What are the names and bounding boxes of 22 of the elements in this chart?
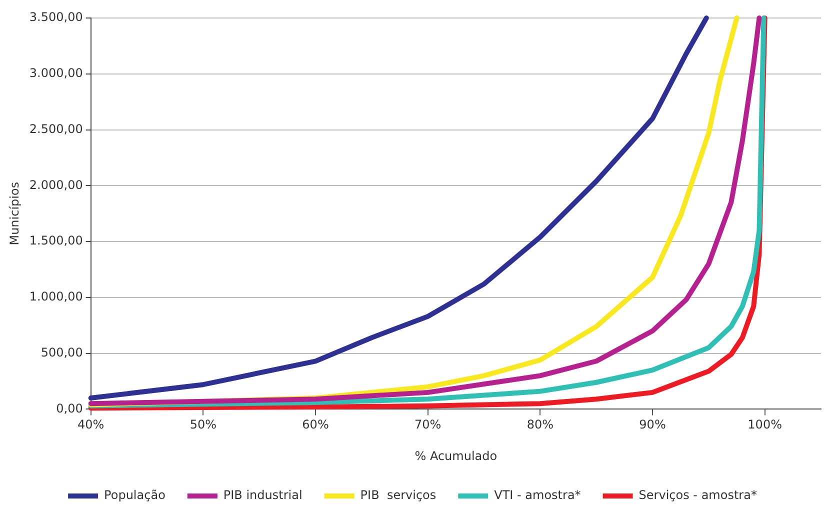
x-tick-label: 70%: [414, 418, 442, 432]
x-axis-title: % Acumulado: [414, 448, 498, 463]
legend-label: VTI - amostra*: [494, 488, 581, 502]
y-tick-label: 0,00: [56, 401, 83, 416]
y-tick-label: 3.000,00: [29, 66, 83, 80]
x-tick-label: 90%: [639, 418, 666, 432]
x-tick-label: 50%: [190, 418, 217, 432]
x-tick-label: 80%: [526, 418, 554, 432]
y-tick-label: 3.500,00: [29, 10, 83, 24]
x-tick-label: 40%: [78, 418, 104, 432]
legend-label: PIB serviços: [360, 488, 436, 502]
legend-label: População: [104, 488, 166, 502]
y-tick-label: 500,00: [40, 345, 83, 360]
y-tick-label: 1.000,00: [29, 290, 83, 304]
y-tick-label: 2.500,00: [29, 122, 83, 136]
y-tick-label: 1.500,00: [29, 234, 83, 248]
legend-label: Serviços - amostra*: [638, 488, 757, 502]
x-tick-label: 60%: [302, 418, 329, 432]
legend-label: PIB industrial: [223, 488, 302, 502]
y-tick-label: 2.000,00: [29, 178, 83, 192]
x-tick-label: 100%: [748, 418, 782, 432]
y-axis-title: Municípios: [7, 182, 22, 246]
